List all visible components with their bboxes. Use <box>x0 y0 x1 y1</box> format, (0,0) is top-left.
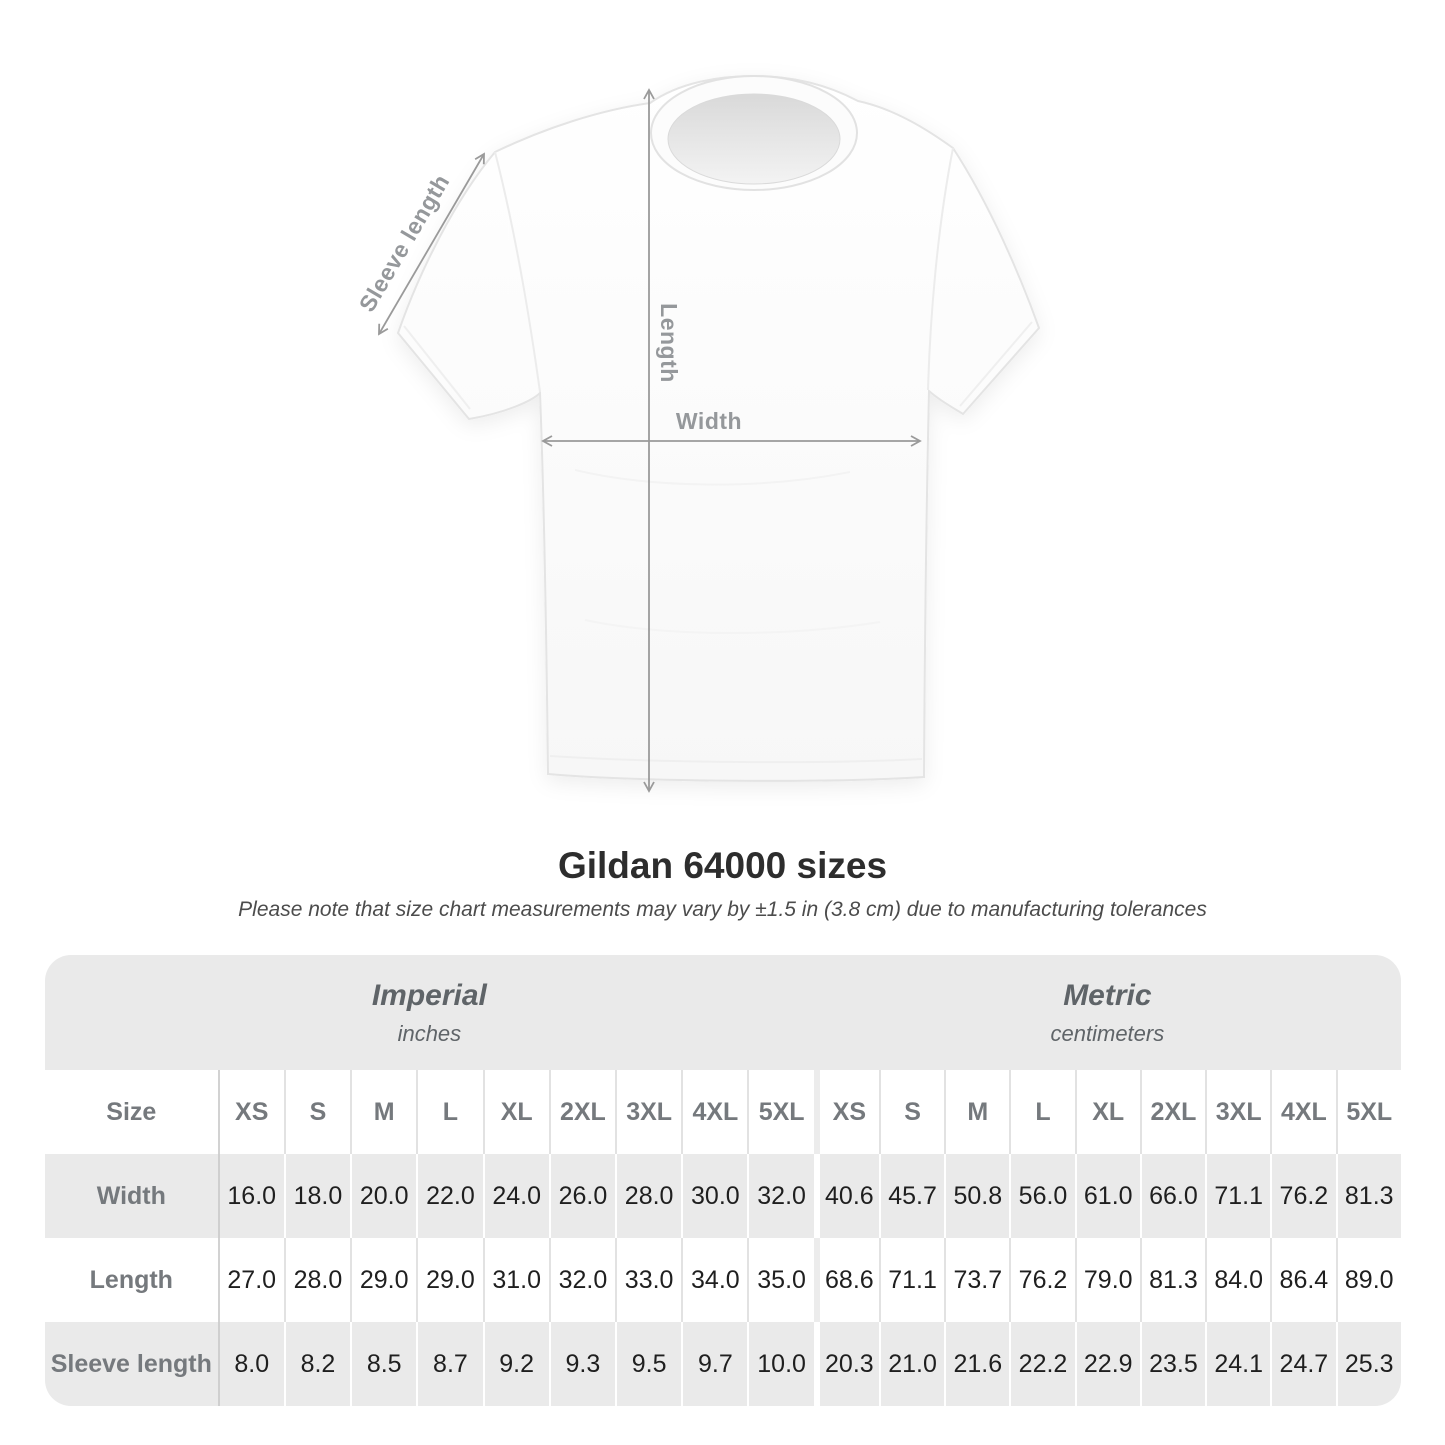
size-col-imperial-s: S <box>283 1070 350 1154</box>
width-imperial-l: 22.0 <box>416 1154 482 1238</box>
size-col-metric-xs: XS <box>813 1070 879 1154</box>
length-imperial-l: 29.0 <box>416 1238 482 1322</box>
width-imperial-5xl: 32.0 <box>747 1154 813 1238</box>
sleeve-length-arrow <box>378 152 485 336</box>
size-col-metric-5xl: 5XL <box>1335 1070 1402 1154</box>
width-metric-m: 50.8 <box>944 1154 1009 1238</box>
length-imperial-3xl: 33.0 <box>615 1238 681 1322</box>
width-imperial-4xl: 30.0 <box>681 1154 747 1238</box>
tshirt-measurement-diagram: Width Length Sleeve length <box>354 74 1041 793</box>
size-col-imperial-l: L <box>416 1070 482 1154</box>
width-metric-5xl: 81.3 <box>1335 1154 1402 1238</box>
length-imperial-5xl: 35.0 <box>747 1238 813 1322</box>
sleeve-imperial-l: 8.7 <box>416 1322 482 1406</box>
size-header-row: Size XS S M L XL 2XL 3XL 4XL 5XL XS S M … <box>45 1070 1401 1154</box>
size-col-imperial-3xl: 3XL <box>615 1070 681 1154</box>
size-col-imperial-4xl: 4XL <box>681 1070 747 1154</box>
size-col-metric-xl: XL <box>1074 1070 1140 1154</box>
width-metric-4xl: 76.2 <box>1270 1154 1335 1238</box>
sleeve-metric-s: 21.0 <box>878 1322 944 1406</box>
width-imperial-3xl: 28.0 <box>615 1154 681 1238</box>
size-table: Imperial inches Metric centimeters Size … <box>45 955 1401 1406</box>
length-measure-label: Length <box>656 303 682 383</box>
sleeve-imperial-4xl: 9.7 <box>681 1322 747 1406</box>
length-metric-m: 73.7 <box>944 1238 1009 1322</box>
sleeve-row-label: Sleeve length <box>50 1349 212 1378</box>
length-row-label: Length <box>89 1265 173 1294</box>
metric-units: centimeters <box>1050 1020 1165 1046</box>
sleeve-imperial-5xl: 10.0 <box>747 1322 813 1406</box>
width-imperial-s: 18.0 <box>283 1154 350 1238</box>
metric-group-header: Metric centimeters <box>813 955 1401 1070</box>
length-metric-s: 71.1 <box>878 1238 944 1322</box>
length-imperial-m: 29.0 <box>350 1238 416 1322</box>
size-col-metric-s: S <box>878 1070 944 1154</box>
metric-label: Metric <box>1063 978 1152 1012</box>
unit-group-row: Imperial inches Metric centimeters <box>45 955 1401 1070</box>
length-metric-2xl: 81.3 <box>1139 1238 1205 1322</box>
width-imperial-xl: 24.0 <box>482 1154 549 1238</box>
width-row-label: Width <box>96 1181 166 1210</box>
sleeve-metric-xs: 20.3 <box>813 1322 879 1406</box>
length-metric-4xl: 86.4 <box>1270 1238 1335 1322</box>
sleeve-imperial-m: 8.5 <box>350 1322 416 1406</box>
size-col-metric-l: L <box>1009 1070 1074 1154</box>
width-imperial-2xl: 26.0 <box>548 1154 615 1238</box>
sleeve-metric-m: 21.6 <box>944 1322 1009 1406</box>
width-metric-xs: 40.6 <box>813 1154 879 1238</box>
size-table-container: Imperial inches Metric centimeters Size … <box>45 955 1401 1406</box>
length-metric-xs: 68.6 <box>813 1238 879 1322</box>
width-metric-s: 45.7 <box>878 1154 944 1238</box>
size-col-imperial-xs: XS <box>217 1070 284 1154</box>
size-col-imperial-m: M <box>350 1070 416 1154</box>
collar <box>650 75 858 191</box>
imperial-label: Imperial <box>371 978 487 1012</box>
size-corner-label: Size <box>106 1097 157 1126</box>
size-col-imperial-2xl: 2XL <box>548 1070 615 1154</box>
length-imperial-xs: 27.0 <box>217 1238 284 1322</box>
page-title: Gildan 64000 sizes <box>557 845 888 886</box>
size-col-metric-2xl: 2XL <box>1139 1070 1205 1154</box>
imperial-units: inches <box>397 1020 462 1046</box>
sleeve-metric-2xl: 23.5 <box>1139 1322 1205 1406</box>
sleeve-metric-5xl: 25.3 <box>1335 1322 1402 1406</box>
length-metric-3xl: 84.0 <box>1205 1238 1270 1322</box>
sleeve-length-row: Sleeve length 8.0 8.2 8.5 8.7 9.2 9.3 9.… <box>45 1322 1401 1406</box>
length-imperial-2xl: 32.0 <box>548 1238 615 1322</box>
width-metric-l: 56.0 <box>1009 1154 1074 1238</box>
sleeve-metric-l: 22.2 <box>1009 1322 1074 1406</box>
sleeve-imperial-xl: 9.2 <box>482 1322 549 1406</box>
tolerance-note: Please note that size chart measurements… <box>238 898 1207 921</box>
sleeve-imperial-2xl: 9.3 <box>548 1322 615 1406</box>
width-metric-xl: 61.0 <box>1074 1154 1140 1238</box>
width-imperial-xs: 16.0 <box>217 1154 284 1238</box>
width-metric-2xl: 66.0 <box>1139 1154 1205 1238</box>
length-row: Length 27.0 28.0 29.0 29.0 31.0 32.0 33.… <box>45 1238 1401 1322</box>
sleeve-imperial-s: 8.2 <box>283 1322 350 1406</box>
sleeve-metric-4xl: 24.7 <box>1270 1322 1335 1406</box>
width-metric-3xl: 71.1 <box>1205 1154 1270 1238</box>
width-measure-label: Width <box>676 408 742 434</box>
sleeve-metric-xl: 22.9 <box>1074 1322 1140 1406</box>
length-metric-l: 76.2 <box>1009 1238 1074 1322</box>
size-col-metric-4xl: 4XL <box>1270 1070 1335 1154</box>
size-col-imperial-5xl: 5XL <box>747 1070 813 1154</box>
length-imperial-s: 28.0 <box>283 1238 350 1322</box>
tshirt-graphic <box>396 74 1041 782</box>
width-imperial-m: 20.0 <box>350 1154 416 1238</box>
width-row: Width 16.0 18.0 20.0 22.0 24.0 26.0 28.0… <box>45 1154 1401 1238</box>
size-col-imperial-xl: XL <box>482 1070 549 1154</box>
size-col-metric-3xl: 3XL <box>1205 1070 1270 1154</box>
length-metric-5xl: 89.0 <box>1335 1238 1402 1322</box>
length-imperial-4xl: 34.0 <box>681 1238 747 1322</box>
imperial-group-header: Imperial inches <box>45 955 814 1070</box>
length-metric-xl: 79.0 <box>1074 1238 1140 1322</box>
sleeve-imperial-3xl: 9.5 <box>615 1322 681 1406</box>
size-col-metric-m: M <box>944 1070 1009 1154</box>
sleeve-metric-3xl: 24.1 <box>1205 1322 1270 1406</box>
length-imperial-xl: 31.0 <box>482 1238 549 1322</box>
sleeve-imperial-xs: 8.0 <box>217 1322 284 1406</box>
